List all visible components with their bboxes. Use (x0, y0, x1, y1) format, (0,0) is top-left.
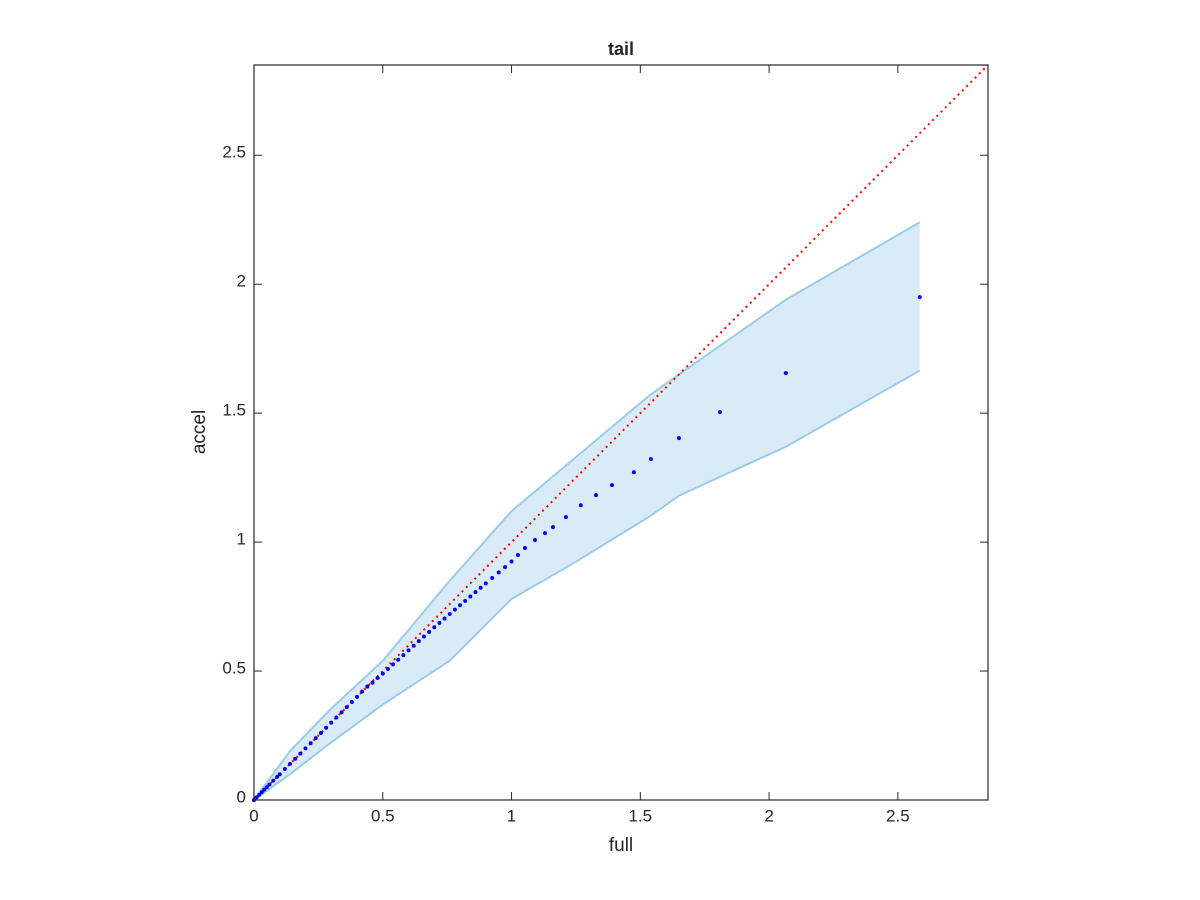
point (509, 559, 514, 564)
point (468, 594, 473, 599)
point (370, 680, 375, 685)
point (578, 503, 583, 508)
point (293, 756, 298, 761)
y-tick-label: 0.5 (222, 659, 246, 678)
point (262, 787, 267, 792)
x-tick-label: 2.5 (886, 806, 910, 825)
point (483, 581, 488, 586)
point (298, 751, 303, 756)
x-tick-label: 0.5 (371, 806, 395, 825)
point (391, 662, 396, 667)
point (917, 295, 922, 300)
point (401, 653, 406, 658)
point (380, 671, 385, 676)
point (416, 639, 421, 644)
y-tick-label: 2 (237, 272, 246, 291)
point (478, 585, 483, 590)
point (421, 634, 426, 639)
point (303, 746, 308, 751)
point (339, 710, 344, 715)
point (458, 603, 463, 608)
y-tick-label: 2.5 (222, 143, 246, 162)
point (385, 666, 390, 671)
point (496, 570, 501, 575)
point (344, 705, 349, 710)
point (522, 546, 527, 551)
band-area (254, 222, 920, 800)
y-tick-label: 0 (237, 787, 246, 806)
point (275, 774, 280, 779)
x-tick-label: 2 (764, 806, 773, 825)
point (515, 553, 520, 557)
point (308, 741, 313, 746)
point (551, 525, 556, 530)
x-tick-label: 1 (507, 806, 516, 825)
point (329, 720, 334, 725)
point (375, 676, 380, 681)
point (447, 612, 452, 617)
point (442, 616, 447, 621)
point (259, 790, 264, 795)
chart-title: tail (608, 39, 634, 59)
point (324, 725, 329, 730)
point (676, 436, 681, 441)
point (473, 590, 478, 595)
point (543, 531, 548, 536)
point (355, 694, 360, 699)
point (563, 515, 568, 520)
point (609, 483, 614, 488)
point (427, 629, 432, 634)
point (406, 648, 411, 653)
y-tick-label: 1 (237, 530, 246, 549)
point (288, 761, 293, 766)
axes-box (253, 64, 989, 801)
band-lower (253, 369, 921, 801)
point (313, 736, 318, 741)
point (349, 700, 354, 704)
point (257, 792, 262, 797)
point (411, 643, 416, 648)
point (783, 371, 788, 376)
point (717, 410, 722, 415)
x-tick-label: 0 (249, 806, 258, 825)
band-upper (253, 221, 921, 801)
point (631, 470, 636, 475)
x-tick-label: 1.5 (628, 806, 652, 825)
point (594, 493, 599, 498)
y-axis-label: accel (189, 410, 210, 454)
point (432, 625, 437, 630)
point (437, 620, 442, 625)
point (334, 715, 339, 720)
point (396, 657, 401, 662)
point (360, 689, 365, 694)
reference-line (253, 64, 989, 801)
point (463, 598, 468, 603)
point (365, 684, 370, 689)
point (648, 457, 653, 462)
y-tick-label: 1.5 (222, 401, 246, 420)
point (264, 785, 269, 790)
point (277, 772, 282, 777)
point (452, 607, 457, 612)
point (267, 782, 272, 787)
x-axis-label: full (609, 835, 633, 856)
point (532, 538, 537, 543)
point (490, 575, 495, 580)
point (503, 565, 508, 570)
point (318, 730, 323, 735)
point (271, 778, 276, 783)
point (282, 767, 287, 772)
point (254, 795, 259, 800)
